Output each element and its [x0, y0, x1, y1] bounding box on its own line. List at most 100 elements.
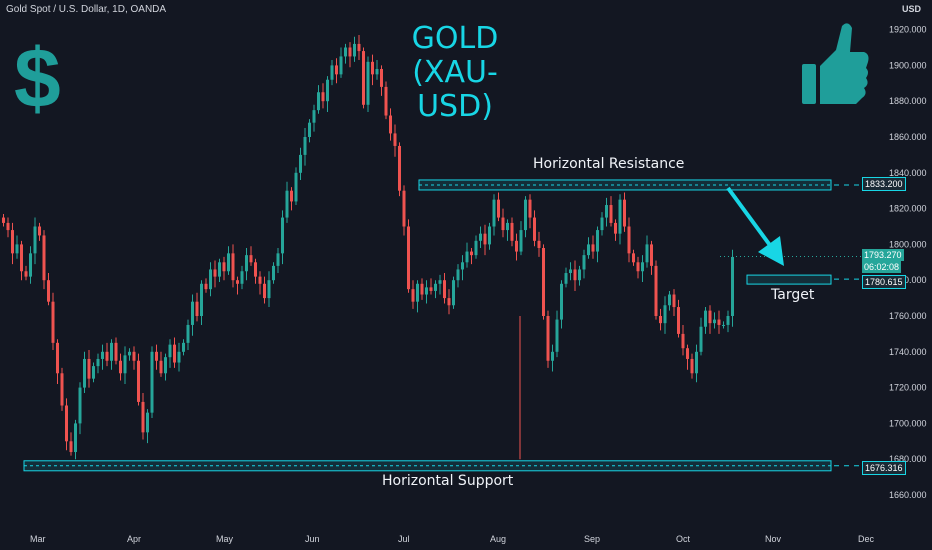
candle-body: [695, 351, 698, 374]
candle-body: [420, 283, 424, 295]
candle-body: [519, 230, 523, 252]
candle-body: [195, 301, 199, 316]
chart-annotations: [23, 179, 880, 472]
candle-body: [717, 319, 721, 325]
candle-body: [564, 273, 568, 284]
resistance-price-tag: 1833.200: [862, 177, 906, 191]
candle-body: [609, 205, 613, 223]
candle-body: [537, 240, 541, 248]
candle-body: [627, 226, 631, 254]
candle-body: [11, 230, 14, 254]
candle-body: [371, 61, 374, 75]
y-tick-label: 1660.000: [889, 490, 927, 500]
candle-body: [236, 280, 239, 284]
candle-body: [312, 110, 316, 123]
candle-body: [330, 65, 334, 80]
candle-body: [528, 199, 532, 218]
x-tick-label: Apr: [127, 534, 141, 544]
symbol-header[interactable]: Gold Spot / U.S. Dollar, 1D, OANDA: [6, 4, 167, 15]
candle-body: [722, 324, 725, 326]
candle-body: [389, 115, 392, 134]
candle-body: [6, 222, 10, 231]
candle-body: [636, 262, 640, 272]
candle-body: [177, 351, 181, 363]
x-tick-label: Dec: [858, 534, 875, 544]
candle-body: [276, 253, 280, 266]
candle-body: [42, 235, 46, 281]
candle-body: [173, 344, 176, 363]
candle-body: [155, 351, 158, 361]
candle-body: [200, 283, 203, 316]
candle-body: [429, 287, 433, 291]
candle-body: [699, 326, 703, 352]
candle-body: [411, 289, 415, 302]
candle-body: [524, 199, 527, 231]
candle-body: [447, 298, 451, 306]
candle-body: [204, 283, 208, 290]
candle-body: [650, 244, 653, 266]
candle-body: [659, 316, 662, 324]
x-tick-label: Mar: [30, 534, 46, 544]
candle-body: [335, 65, 338, 75]
candle-body: [308, 122, 311, 137]
candle-body: [209, 269, 212, 290]
candle-body: [299, 154, 302, 173]
candle-body: [452, 280, 455, 306]
candle-body: [105, 351, 109, 361]
candle-body: [344, 47, 347, 57]
candle-body: [83, 358, 86, 388]
candle-body: [591, 244, 595, 252]
candle-body: [38, 226, 41, 236]
candle-body: [704, 310, 707, 327]
candle-body: [281, 217, 284, 254]
candle-body: [182, 342, 185, 352]
candle-body: [123, 355, 127, 374]
candle-body: [321, 92, 325, 102]
title-line-1: GOLD: [411, 21, 499, 56]
y-tick-label: 1780.000: [889, 275, 927, 285]
candle-body: [96, 358, 100, 367]
candle-body: [303, 137, 307, 155]
candle-body: [456, 269, 460, 281]
target-arrow-head: [758, 236, 784, 266]
y-tick-label: 1740.000: [889, 347, 927, 357]
candle-body: [231, 253, 235, 281]
candle-body: [2, 217, 5, 223]
currency-label: USD: [902, 4, 922, 14]
title-line-2: (XAU-USD): [412, 55, 498, 124]
candle-body: [578, 269, 581, 281]
candle-body: [240, 271, 244, 284]
candle-body: [78, 387, 82, 424]
candle-series: [2, 34, 734, 460]
candle-body: [222, 262, 226, 272]
candle-body: [663, 305, 667, 324]
candle-body: [407, 226, 410, 290]
y-tick-label: 1680.000: [889, 454, 927, 464]
candle-body: [479, 233, 482, 241]
candle-body: [465, 251, 469, 263]
candle-body: [587, 244, 590, 256]
candle-body: [51, 301, 55, 343]
candle-body: [60, 373, 64, 406]
candle-body: [213, 269, 217, 277]
y-tick-label: 1860.000: [889, 132, 927, 142]
candle-body: [362, 51, 365, 105]
candle-body: [677, 307, 680, 334]
candle-body: [56, 342, 59, 374]
candle-body: [470, 251, 473, 256]
candle-body: [393, 133, 397, 146]
candle-body: [645, 244, 649, 263]
target-arrow-shaft: [726, 186, 774, 250]
candle-body: [191, 301, 194, 325]
candle-body: [569, 269, 572, 274]
thumbs-up-icon: [802, 23, 869, 104]
candle-body: [65, 405, 68, 442]
candle-body: [546, 316, 550, 361]
candle-body: [483, 233, 487, 245]
candle-body: [168, 344, 172, 358]
candle-body: [686, 348, 689, 359]
candle-body: [254, 262, 257, 277]
candle-body: [290, 190, 293, 202]
candle-body: [258, 276, 262, 284]
